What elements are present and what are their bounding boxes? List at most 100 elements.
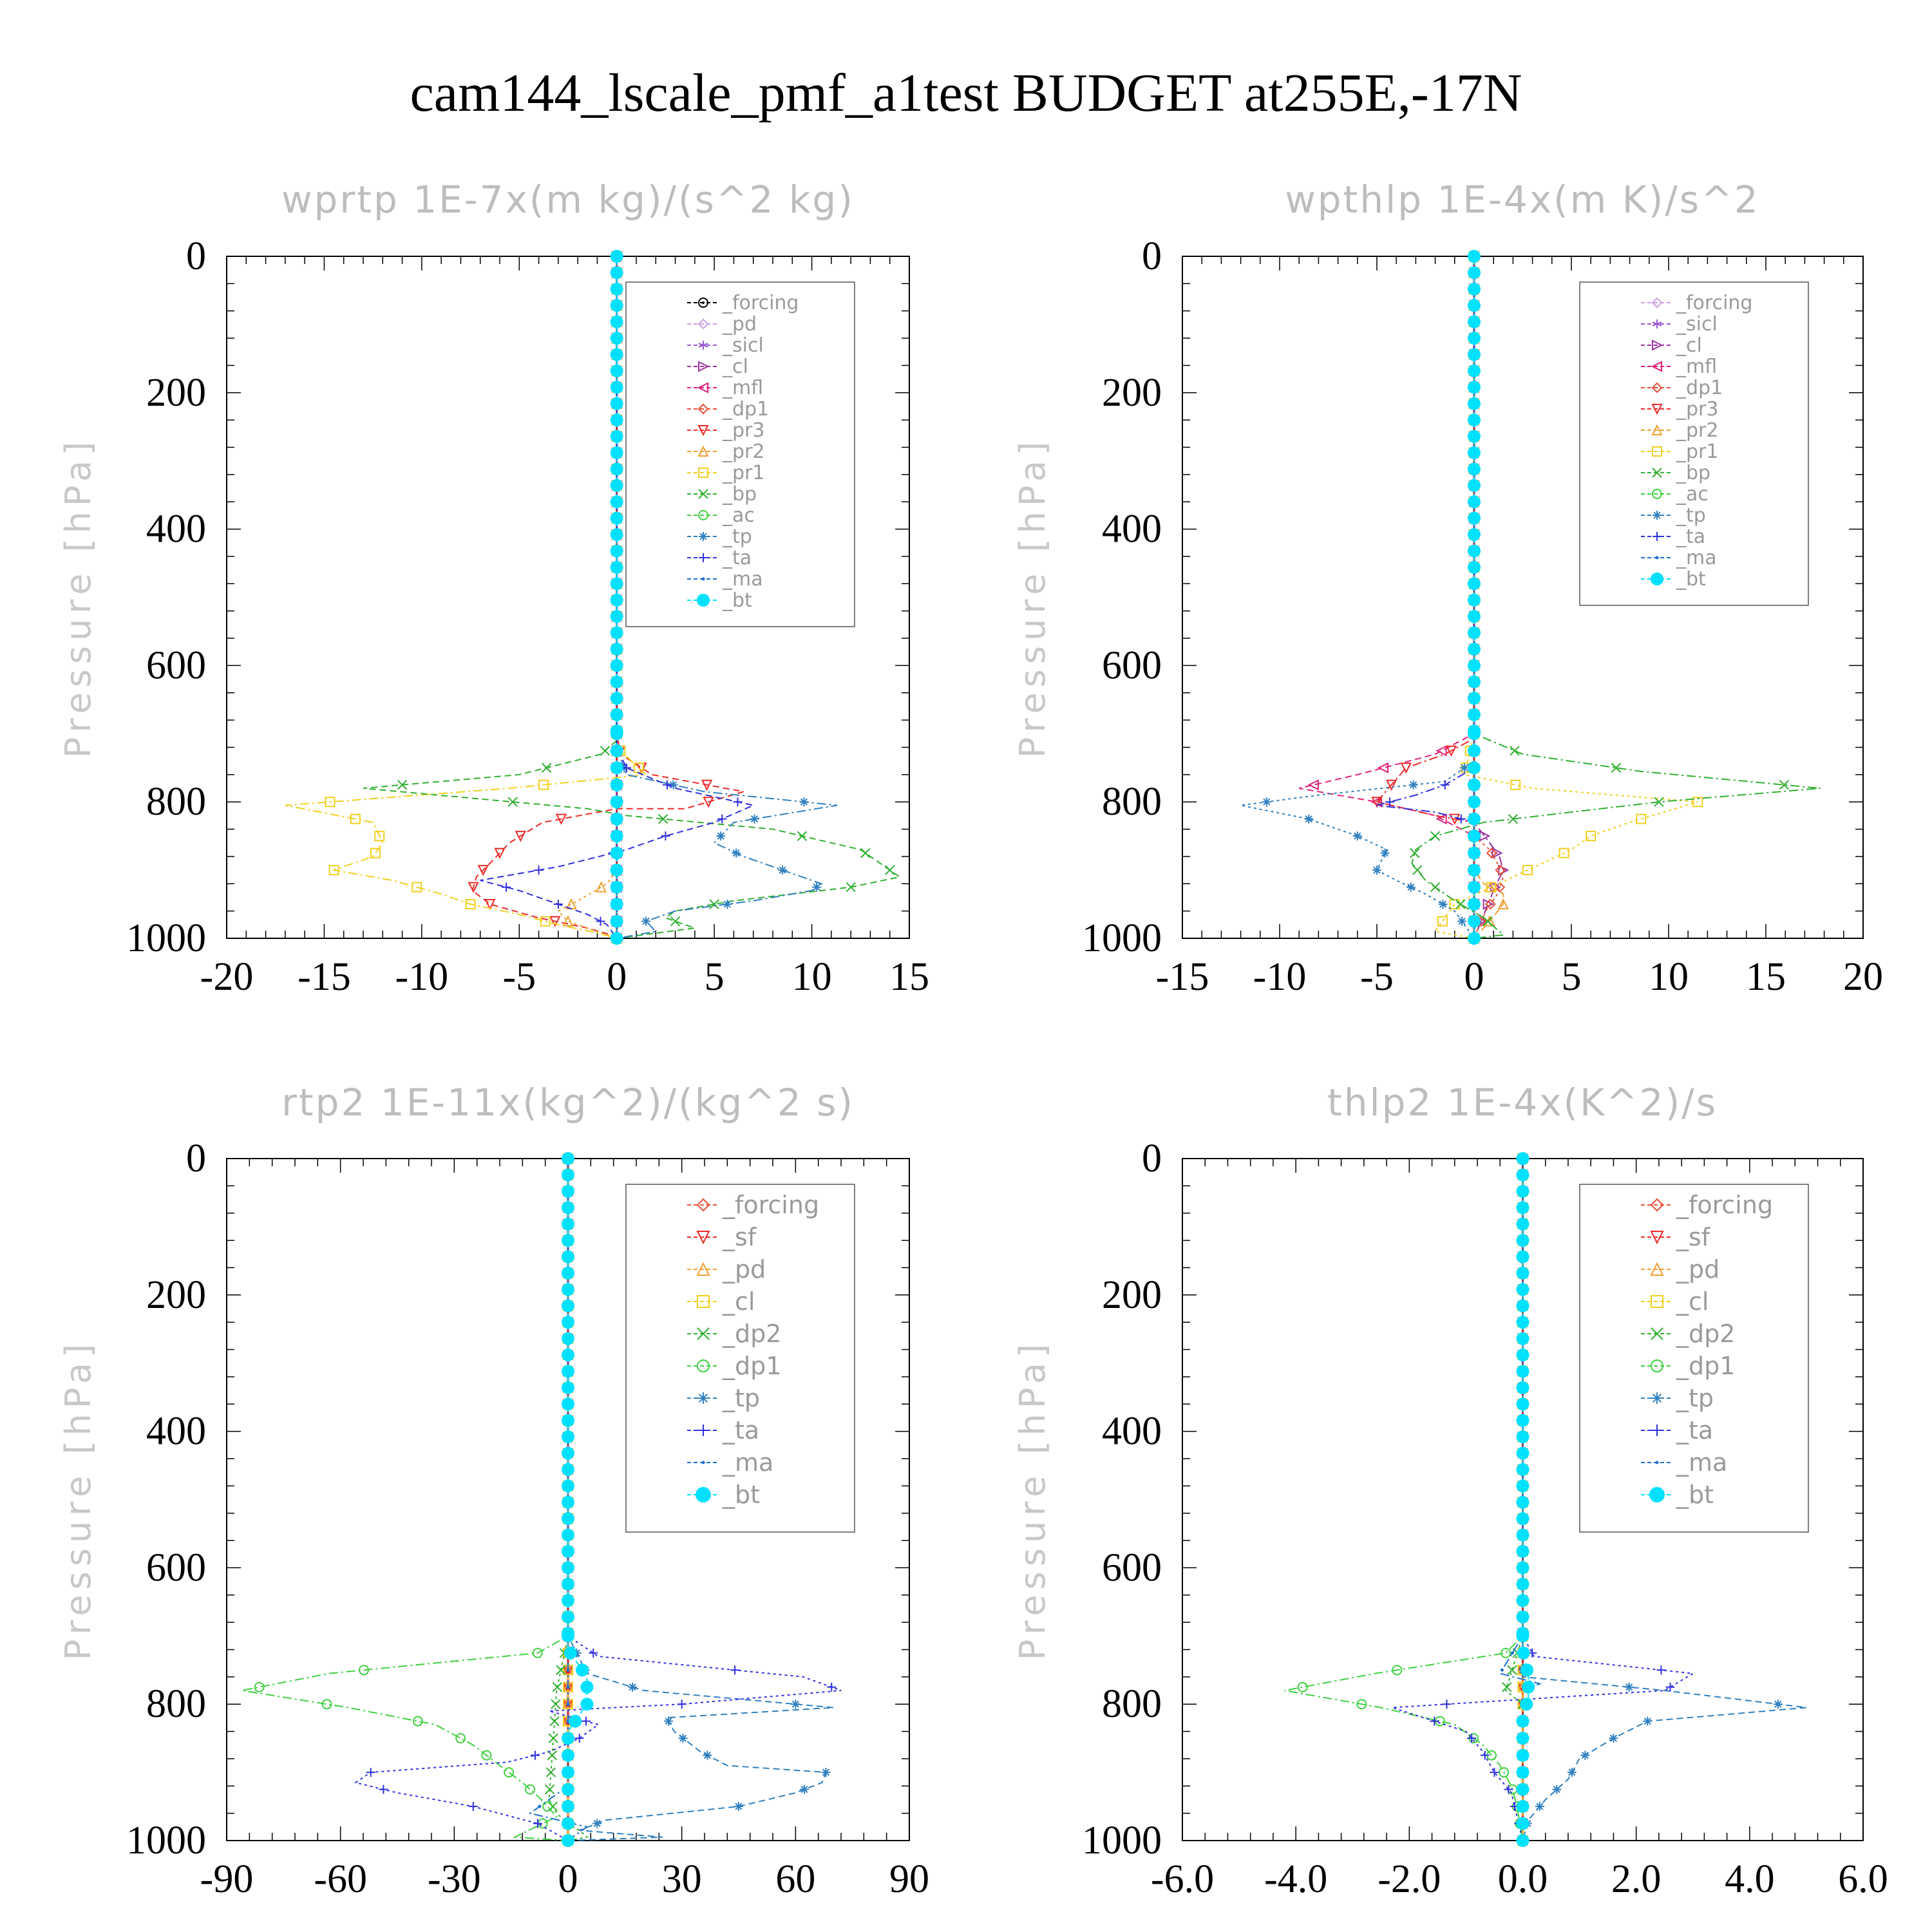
data-point <box>1779 780 1790 790</box>
panel-thlp2: thlp2 1E-4x(K^2)/s Pressure [hPa] -6.0 -4.0… <box>1012 1081 1888 1901</box>
data-point <box>1516 1430 1530 1444</box>
data-point <box>1370 796 1382 808</box>
data-point <box>1482 916 1493 927</box>
y-tick-label: 600 <box>146 1546 206 1589</box>
data-point <box>1400 762 1412 774</box>
legend-label: _cl <box>1676 1287 1709 1316</box>
data-point <box>1468 266 1481 279</box>
series-line <box>1376 256 1475 823</box>
data-point <box>1468 642 1481 656</box>
data-point <box>1377 762 1389 773</box>
data-point <box>562 1577 574 1591</box>
data-point <box>1516 1414 1530 1427</box>
data-point <box>1406 882 1416 892</box>
data-point <box>1516 1766 1530 1779</box>
data-point <box>1468 593 1481 607</box>
data-point <box>507 797 518 807</box>
data-point <box>1516 1152 1530 1165</box>
x-tick-label: 5 <box>1562 955 1582 999</box>
data-point <box>465 899 476 910</box>
data-point <box>1516 1629 1530 1643</box>
data-point <box>1516 1577 1530 1591</box>
y-tick-label: 800 <box>1102 780 1162 824</box>
x-tick-label: 0.0 <box>1498 1857 1548 1901</box>
legend-label: _cl <box>1676 334 1702 357</box>
data-point <box>661 831 670 841</box>
legend-label: _ta <box>1676 526 1705 548</box>
data-point <box>1516 1748 1530 1762</box>
data-point <box>562 1446 574 1460</box>
data-point <box>1665 1682 1675 1692</box>
data-point <box>538 779 549 790</box>
data-point <box>678 1734 688 1743</box>
data-point <box>1609 1734 1618 1743</box>
series-line <box>363 256 902 939</box>
data-point <box>1499 1767 1510 1778</box>
data-point <box>610 250 623 263</box>
data-point <box>562 1348 574 1361</box>
series-line <box>557 256 618 939</box>
legend-marker <box>697 1327 710 1340</box>
legend-marker <box>1650 1198 1664 1212</box>
data-point <box>797 831 808 841</box>
data-point <box>504 1767 515 1778</box>
data-point <box>1567 1768 1577 1777</box>
data-point <box>1510 779 1521 790</box>
data-point <box>610 795 623 809</box>
data-point <box>723 900 732 909</box>
data-point <box>1656 1665 1666 1675</box>
data-point <box>1516 1234 1530 1247</box>
series-line <box>567 1159 588 1732</box>
legend-marker <box>1651 1392 1663 1404</box>
panel-title: wprtp 1E-7x(m kg)/(s^2 kg) <box>281 178 855 222</box>
y-tick-label: 600 <box>146 643 206 687</box>
legend-label: _cl <box>722 1287 755 1316</box>
y-tick-label: 800 <box>1102 1682 1162 1726</box>
data-point <box>1468 932 1481 945</box>
series-line <box>242 1159 569 1841</box>
data-point <box>610 397 623 410</box>
legend-marker <box>1652 319 1662 328</box>
data-point <box>1520 1698 1533 1711</box>
data-point <box>1262 797 1271 807</box>
legend-label: _pd <box>722 313 757 336</box>
data-point <box>484 899 496 911</box>
data-point <box>610 348 623 361</box>
legend-label: _bt <box>722 589 752 612</box>
data-point <box>610 495 623 509</box>
legend-marker <box>1651 573 1663 585</box>
data-point <box>1385 797 1395 807</box>
data-point <box>580 1698 594 1711</box>
data-point <box>1516 1714 1530 1728</box>
legend-label: _dp1 <box>722 398 769 421</box>
y-tick-label: 200 <box>146 1273 206 1317</box>
legend-label: _ma <box>1676 547 1717 569</box>
data-point <box>610 528 623 542</box>
data-point <box>1508 813 1519 824</box>
series-ta <box>1376 252 1479 943</box>
data-point <box>562 1463 574 1476</box>
data-point <box>610 708 623 721</box>
data-point <box>610 778 623 791</box>
panel-wprtp: wprtp 1E-7x(m kg)/(s^2 kg) Pressure [hPa]… <box>58 178 929 999</box>
data-point <box>610 544 623 558</box>
y-tick-label: 800 <box>146 1682 206 1726</box>
data-point <box>1468 315 1481 328</box>
legend-label: _sf <box>1676 1223 1711 1251</box>
data-point <box>1497 898 1509 910</box>
data-point <box>1516 1528 1530 1542</box>
x-tick-label: 15 <box>889 955 929 999</box>
legend-marker <box>701 1461 705 1464</box>
data-point <box>366 1768 375 1777</box>
data-point <box>562 1381 574 1394</box>
data-point <box>1516 1732 1530 1745</box>
data-point <box>733 797 743 807</box>
legend-marker <box>1653 511 1662 520</box>
data-point <box>610 446 623 459</box>
data-point <box>1490 1768 1499 1777</box>
data-point <box>860 848 871 858</box>
x-tick-label: -4.0 <box>1264 1857 1327 1901</box>
data-point <box>562 1495 574 1509</box>
y-tick-label: 600 <box>1102 643 1162 687</box>
